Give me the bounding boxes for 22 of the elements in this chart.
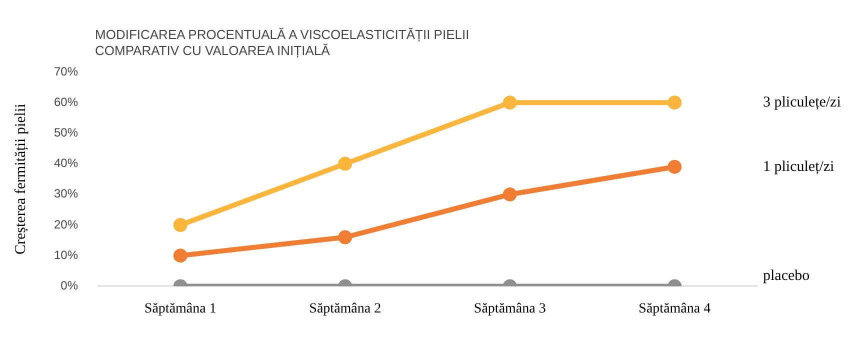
point	[668, 96, 682, 110]
text: placebo	[763, 268, 810, 284]
point	[668, 160, 682, 174]
y-tick-label: 30%	[54, 186, 78, 201]
y-axis-title: Creșterea fermității pielii	[12, 104, 29, 254]
y-tick-label: 20%	[54, 217, 78, 232]
x-tick-label: Săptămâna 1	[144, 301, 216, 316]
point	[502, 187, 517, 202]
text: 3 pliculețe/zi	[763, 94, 841, 111]
y-tick-label: 0%	[60, 278, 78, 293]
point	[502, 96, 517, 110]
x-tick-label: Săptămâna 2	[309, 301, 382, 316]
text: 1 pliculeț/zi	[763, 158, 834, 175]
x-tick-label: Săptămâna 3	[474, 301, 546, 316]
chart-title: MODIFICAREA PROCENTUALĂ A VISCOELASTICITĂȚII PIELII COMPARATIV CU VALOAREA INIȚIALĂ	[95, 27, 470, 59]
y-tick-label: 60%	[54, 94, 78, 109]
y-tick-label: 70%	[54, 64, 78, 78]
y-tick-label: 40%	[54, 156, 78, 170]
y-tick-label: 10%	[54, 248, 78, 262]
point	[338, 156, 352, 171]
x-tick-label: Săptămâna 4	[638, 301, 711, 316]
y-tick-label: 50%	[54, 126, 78, 140]
